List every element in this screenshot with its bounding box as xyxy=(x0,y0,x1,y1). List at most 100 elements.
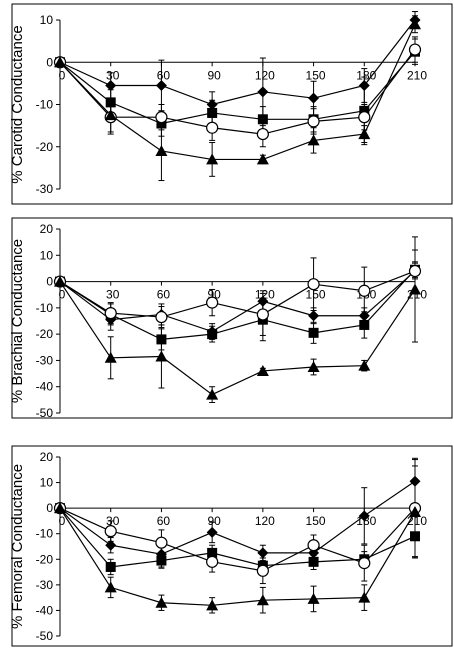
y-tick-label: -30 xyxy=(36,182,54,196)
x-tick-label: 0 xyxy=(59,68,66,82)
x-tick-label: 30 xyxy=(106,68,120,82)
y-tick-label: -30 xyxy=(36,353,54,367)
data-point-triangle xyxy=(155,350,168,362)
data-point-triangle xyxy=(206,153,219,165)
data-point-triangle xyxy=(256,364,269,376)
data-point-triangle xyxy=(358,359,371,371)
x-tick-label: 150 xyxy=(306,68,326,82)
x-tick-label: 90 xyxy=(207,514,221,528)
data-point-triangle xyxy=(307,134,320,146)
chart-panel-1: 10 0 -10 -20 -30 0 30 60 90 120 150 180 210 % Carotid… xyxy=(9,3,453,205)
data-point-triangle xyxy=(256,594,269,606)
data-point-diamond xyxy=(206,526,218,538)
data-point-square xyxy=(156,555,167,566)
y-tick-label: 0 xyxy=(46,501,53,515)
x-tick-label: 0 xyxy=(59,288,66,302)
chart-panel-2: 20100-10-20-30-40-500306090120150180210%… xyxy=(9,217,453,420)
data-point-square xyxy=(105,97,116,108)
data-point-triangle xyxy=(155,144,168,156)
data-point-diamond xyxy=(409,475,421,487)
data-point-circle xyxy=(408,264,422,278)
x-tick-label: 90 xyxy=(207,68,221,82)
series-line xyxy=(59,269,416,341)
data-point-diamond xyxy=(308,92,320,104)
y-tick-label: -50 xyxy=(36,629,54,643)
y-tick-label: -30 xyxy=(36,578,54,592)
data-point-diamond xyxy=(257,547,269,559)
data-point-triangle xyxy=(104,109,117,121)
data-point-triangle xyxy=(358,128,371,140)
data-point-square xyxy=(207,107,218,118)
y-tick-label: -20 xyxy=(36,327,54,341)
data-point-triangle xyxy=(104,581,117,593)
x-tick-label: 60 xyxy=(157,514,171,528)
panel-frame xyxy=(11,3,453,205)
y-tick-label: 10 xyxy=(40,476,54,490)
x-tick-label: 180 xyxy=(356,68,376,82)
data-point-square xyxy=(156,118,167,129)
panel-frame xyxy=(11,217,453,419)
data-point-square xyxy=(308,327,319,338)
data-point-circle xyxy=(256,308,269,321)
data-point-circle xyxy=(307,539,320,552)
data-point-triangle xyxy=(409,283,421,295)
data-point-square xyxy=(207,547,218,558)
data-point-diamond xyxy=(257,86,269,98)
series-line xyxy=(59,49,416,135)
y-axis-label: % Femoral Conductance xyxy=(9,464,26,629)
data-point-triangle xyxy=(104,351,117,363)
y-tick-label: 10 xyxy=(40,13,54,27)
data-point-triangle xyxy=(54,275,66,287)
data-point-diamond xyxy=(358,510,370,522)
data-point-triangle xyxy=(155,596,168,608)
x-tick-label: 120 xyxy=(255,514,275,528)
series-line xyxy=(59,507,416,606)
y-tick-label: -20 xyxy=(36,552,54,566)
data-point-diamond xyxy=(155,79,167,91)
y-tick-label: -50 xyxy=(36,406,54,420)
data-point-triangle xyxy=(206,599,219,611)
x-tick-label: 60 xyxy=(157,68,171,82)
data-point-circle xyxy=(206,555,219,568)
x-tick-label: 60 xyxy=(157,288,171,302)
data-point-square xyxy=(359,105,370,116)
x-tick-label: 0 xyxy=(59,514,66,528)
x-tick-label: 30 xyxy=(106,288,120,302)
series-line xyxy=(59,480,416,555)
data-point-circle xyxy=(358,111,371,124)
y-tick-label: 0 xyxy=(46,275,53,289)
data-point-triangle xyxy=(409,505,421,517)
panel-frame xyxy=(11,445,453,647)
y-axis-label: % Carotid Conductance xyxy=(9,25,26,183)
series-line xyxy=(59,281,416,396)
data-point-circle xyxy=(104,525,117,538)
y-tick-label: -10 xyxy=(36,98,54,112)
y-tick-label: -40 xyxy=(36,380,54,394)
data-point-diamond xyxy=(308,310,320,322)
data-point-square xyxy=(105,561,116,572)
data-point-square xyxy=(308,556,319,567)
data-point-circle xyxy=(155,310,168,324)
data-point-circle xyxy=(307,115,320,128)
data-point-circle xyxy=(104,307,117,320)
data-point-diamond xyxy=(257,295,269,307)
y-tick-label: 0 xyxy=(46,55,53,69)
x-tick-label: 120 xyxy=(255,68,275,82)
data-point-circle xyxy=(206,296,219,309)
data-point-diamond xyxy=(358,310,370,322)
data-point-triangle xyxy=(307,361,320,372)
data-point-circle xyxy=(408,43,422,56)
series-line xyxy=(59,507,416,572)
data-point-circle xyxy=(256,127,269,141)
data-point-triangle xyxy=(54,56,66,68)
data-point-circle xyxy=(206,121,219,134)
y-tick-label: -20 xyxy=(36,140,54,154)
data-point-triangle xyxy=(206,388,219,400)
data-point-square xyxy=(156,334,167,345)
y-tick-label: -10 xyxy=(36,527,54,541)
series-line xyxy=(59,19,416,106)
data-point-triangle xyxy=(307,592,320,604)
data-point-circle xyxy=(307,278,320,291)
y-tick-label: 20 xyxy=(40,450,54,464)
